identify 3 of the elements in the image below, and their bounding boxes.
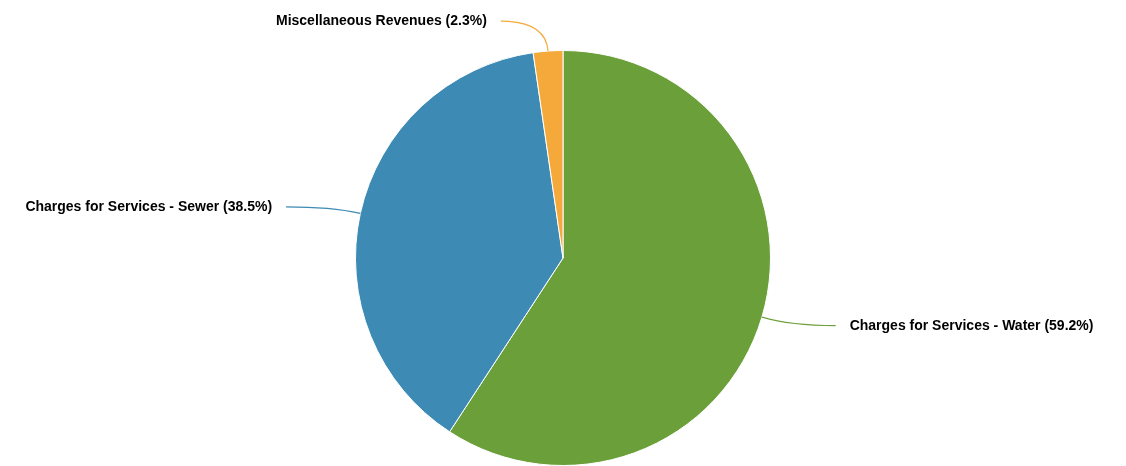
- slice-label: Miscellaneous Revenues (2.3%): [275, 11, 487, 28]
- slice-label: Charges for Services - Water (59.2%): [849, 316, 1094, 333]
- slice-label: Charges for Services - Sewer (38.5%): [25, 197, 273, 214]
